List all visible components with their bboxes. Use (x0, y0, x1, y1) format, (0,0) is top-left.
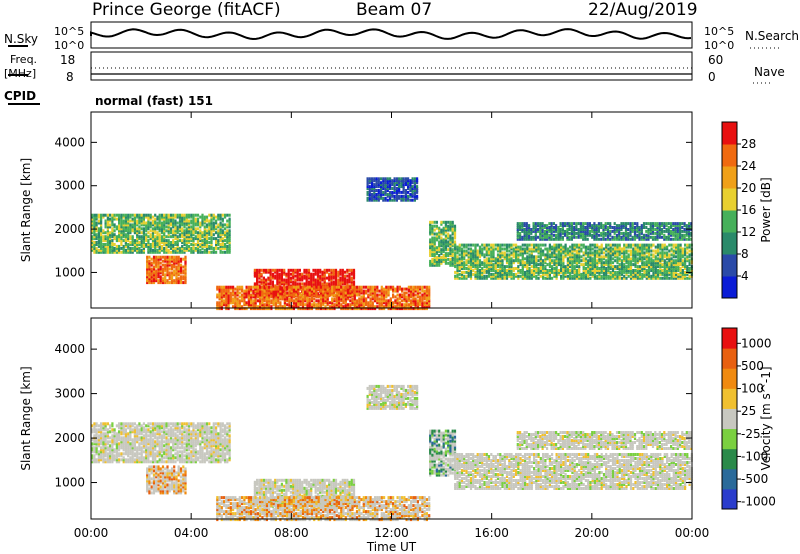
velocity-ylabel: Slant Range [km] (19, 366, 33, 470)
velocity-region-1 (146, 465, 187, 495)
nsky-trace (90, 28, 692, 41)
power-colorbar-label: 16 (741, 203, 756, 217)
power-colorbar-segment (722, 276, 737, 299)
power-colorbar-label: 28 (741, 137, 756, 151)
power-colorbar-label: 8 (741, 247, 749, 261)
velocity-region-4 (366, 384, 419, 410)
velocity-colorbar-segment (722, 328, 737, 349)
power-region-3 (216, 285, 431, 311)
velocity-ytick-label: 3000 (54, 387, 85, 401)
freq-tick-bottom: 8 (66, 70, 74, 84)
velocity-colorbar-label: 1000 (741, 336, 772, 350)
power-colorbar-label: 4 (741, 269, 749, 283)
time-xtick-label: 04:00 (174, 526, 209, 540)
power-region-7 (516, 222, 693, 241)
time-xtick-label: 08:00 (274, 526, 309, 540)
time-xtick-label: 00:00 (675, 526, 710, 540)
time-xtick-label: 00:00 (74, 526, 109, 540)
nsky-label: N.Sky (4, 32, 39, 46)
power-colorbar-segment (722, 232, 737, 255)
nave-tick-top: 60 (708, 53, 724, 67)
power-colorbar-segment (722, 144, 737, 167)
power-region-4 (366, 177, 419, 202)
time-xtick-label: 16:00 (474, 526, 509, 540)
power-colorbar-label: 24 (741, 159, 756, 173)
power-colorbar-label: 20 (741, 181, 756, 195)
power-ytick-label: 2000 (54, 222, 85, 236)
velocity-colorbar-segment (722, 488, 737, 510)
power-colorbar-segment (722, 188, 737, 211)
velocity-colorbar-segment (722, 468, 737, 490)
velocity-colorbar-segment (722, 428, 737, 450)
nsky-tick-bottom: 10^0 (54, 39, 85, 52)
power-region-6 (454, 243, 693, 280)
velocity-ytick-label: 1000 (54, 476, 85, 490)
time-xtick-label: 12:00 (374, 526, 409, 540)
velocity-colorbar-label: -1000 (741, 495, 776, 509)
freq-panel (90, 51, 693, 81)
power-panel (90, 111, 741, 311)
nsearch-label: N.Search (745, 29, 800, 43)
time-xtick-label: 20:00 (575, 526, 610, 540)
station-title: Prince George (fitACF) (92, 0, 281, 20)
velocity-colorbar (721, 327, 741, 510)
velocity-ytick-label: 2000 (54, 431, 85, 445)
velocity-colorbar-label: -500 (741, 472, 768, 486)
velocity-colorbar-label: 25 (741, 404, 756, 418)
velocity-colorbar-label: -25 (741, 427, 761, 441)
beam-title: Beam 07 (356, 0, 433, 20)
freq-label: Freq. (10, 53, 38, 66)
velocity-colorbar-label: 100 (741, 382, 764, 396)
nsearch-tick-top: 10^5 (704, 25, 735, 38)
nsky-tick-top: 10^5 (54, 25, 85, 38)
velocity-colorbar-segment (722, 348, 737, 369)
power-colorbar-label: 12 (741, 225, 756, 239)
power-region-1 (146, 255, 187, 285)
cpid-value: normal (fast) 151 (95, 94, 213, 108)
velocity-colorbar-label: -100 (741, 449, 768, 463)
power-ytick-label: 4000 (54, 135, 85, 149)
cpid-label: CPID (4, 89, 37, 103)
velocity-colorbar-frame (721, 327, 738, 510)
velocity-colorbar-segment (722, 448, 737, 470)
velocity-region-6 (454, 453, 693, 490)
nave-tick-bottom: 0 (708, 70, 716, 84)
velocity-colorbar-segment (722, 408, 737, 430)
power-colorbar-segment (722, 254, 737, 277)
time-xlabel: Time UT (366, 540, 417, 554)
power-colorbar-segment (722, 122, 737, 145)
date-title: 22/Aug/2019 (588, 0, 698, 20)
power-colorbar-segment (722, 210, 737, 233)
power-ylabel: Slant Range [km] (19, 158, 33, 262)
power-region-0 (91, 213, 231, 254)
nsearch-tick-bottom: 10^0 (704, 39, 735, 52)
nave-label: Nave (754, 65, 785, 79)
power-colorbar (721, 121, 741, 299)
power-colorbar-title: Power [dB] (759, 177, 773, 242)
velocity-panel (90, 317, 741, 522)
freq-tick-top: 18 (60, 53, 76, 67)
power-region-5 (429, 220, 457, 267)
velocity-region-5 (429, 429, 457, 477)
velocity-colorbar-label: 500 (741, 359, 764, 373)
velocity-region-3 (216, 496, 431, 522)
velocity-region-0 (91, 422, 231, 464)
power-ytick-label: 1000 (54, 265, 85, 279)
velocity-region-7 (516, 431, 693, 450)
freq-unit-label: [MHz] (4, 67, 37, 80)
velocity-colorbar-segment (722, 388, 737, 409)
velocity-ytick-label: 4000 (54, 342, 85, 356)
power-ytick-label: 3000 (54, 179, 85, 193)
velocity-colorbar-title: Velocity [m s^-1] (759, 366, 773, 470)
velocity-colorbar-segment (722, 368, 737, 389)
power-colorbar-segment (722, 166, 737, 189)
